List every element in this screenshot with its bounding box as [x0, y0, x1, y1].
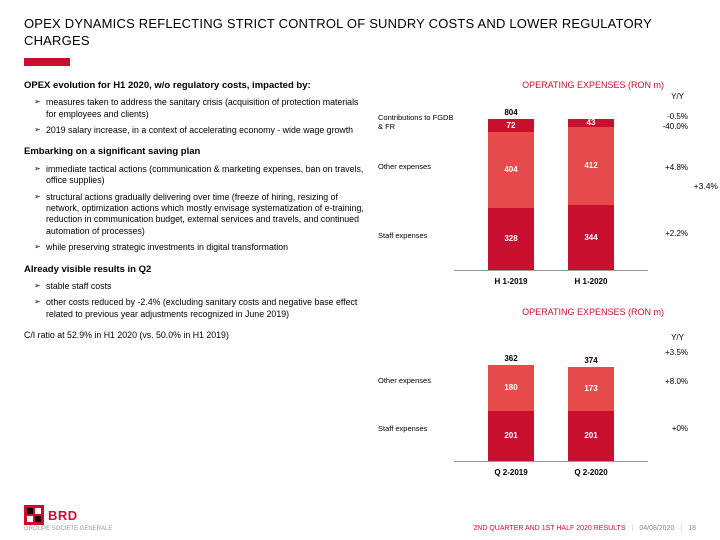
chart2-bars: 362 180 201 Q 2-2019 374 173 201 Q 2-202… — [454, 344, 648, 462]
yoy-value: +8.0% — [648, 360, 688, 404]
chart2-title: OPERATING EXPENSES (RON m) — [378, 307, 688, 317]
divider: | — [680, 525, 682, 532]
row-label: Staff expenses — [378, 404, 454, 454]
bar-xlabel: H 1-2019 — [495, 277, 528, 286]
list-item: other costs reduced by -2.4% (excluding … — [34, 297, 364, 320]
logo-area: BRD GROUPE SOCIETE GENERALE — [24, 505, 112, 532]
footer-right: 2ND QUARTER AND 1ST HALF 2020 RESULTS | … — [473, 525, 696, 532]
bar-h1-2020: 43 412 344 H 1-2020 — [568, 117, 614, 270]
yoy-value: +3.5% — [648, 346, 688, 360]
bar-h1-2019: 804 72 404 328 H 1-2019 — [488, 108, 534, 270]
bar-total: 362 — [504, 354, 517, 363]
brd-logo: BRD — [24, 505, 112, 525]
seg: 412 — [568, 127, 614, 205]
logo-icon — [24, 505, 44, 525]
yoy-value: +4.8% — [648, 133, 688, 203]
section3-list: stable staff costs other costs reduced b… — [24, 281, 364, 320]
chart2: Other expenses Staff expenses 362 180 20… — [378, 344, 688, 462]
row-label: Staff expenses — [378, 205, 454, 267]
chart1-title: OPERATING EXPENSES (RON m) — [378, 80, 688, 90]
bar-q2-2020: 374 173 201 Q 2-2020 — [568, 356, 614, 461]
list-item: structural actions gradually delivering … — [34, 192, 364, 238]
bar-xlabel: Q 2-2020 — [574, 468, 607, 477]
chart2-yoy: +3.5% +8.0% +0% — [648, 344, 688, 462]
page-title: OPEX DYNAMICS REFLECTING STRICT CONTROL … — [24, 16, 696, 50]
logo-text: BRD — [48, 508, 78, 523]
ci-ratio-note: C/I ratio at 52.9% in H1 2020 (vs. 50.0%… — [24, 330, 364, 340]
chart2-row-labels: Other expenses Staff expenses — [378, 344, 454, 462]
bar-total: 374 — [584, 356, 597, 365]
slide: OPEX DYNAMICS REFLECTING STRICT CONTROL … — [0, 0, 720, 540]
seg: 43 — [568, 119, 614, 127]
accent-bar — [24, 58, 70, 66]
chart1-bars: 804 72 404 328 H 1-2019 43 412 344 H 1-2… — [454, 103, 648, 271]
list-item: immediate tactical actions (communicatio… — [34, 164, 364, 187]
seg: 344 — [568, 205, 614, 270]
list-item: measures taken to address the sanitary c… — [34, 97, 364, 120]
seg: 201 — [568, 411, 614, 461]
list-item: while preserving strategic investments i… — [34, 242, 364, 253]
bar-xlabel: H 1-2020 — [575, 277, 608, 286]
yoy-value: +0% — [648, 404, 688, 454]
columns: OPEX evolution for H1 2020, w/o regulato… — [24, 80, 696, 474]
row-label: Contributions to FGDB & FR — [378, 115, 454, 129]
section1-list: measures taken to address the sanitary c… — [24, 97, 364, 136]
seg: 72 — [488, 119, 534, 132]
right-column: OPERATING EXPENSES (RON m) Y/Y Contribut… — [378, 80, 688, 474]
chart1-yoy: -0.5% -40.0% +4.8% +2.2% — [648, 103, 688, 271]
row-label: Other expenses — [378, 129, 454, 205]
section3-heading: Already visible results in Q2 — [24, 264, 364, 276]
chart1-row-labels: Contributions to FGDB & FR Other expense… — [378, 103, 454, 271]
chart1-overall-yoy: +3.4% — [694, 181, 718, 191]
footer-date: 04/08/2020 — [639, 525, 674, 532]
yoy-value: +2.2% — [648, 203, 688, 265]
bar-xlabel: Q 2-2019 — [494, 468, 527, 477]
chart1-yy: Y/Y — [378, 92, 688, 101]
seg: 328 — [488, 208, 534, 270]
chart1: Contributions to FGDB & FR Other expense… — [378, 103, 688, 271]
section2-list: immediate tactical actions (communicatio… — [24, 164, 364, 254]
yoy-value: -0.5% — [648, 113, 688, 121]
section2-heading: Embarking on a significant saving plan — [24, 146, 364, 158]
seg: 180 — [488, 365, 534, 411]
logo-subtitle: GROUPE SOCIETE GENERALE — [24, 526, 112, 532]
bar-q2-2019: 362 180 201 Q 2-2019 — [488, 354, 534, 461]
left-column: OPEX evolution for H1 2020, w/o regulato… — [24, 80, 364, 474]
seg: 173 — [568, 367, 614, 411]
section1-heading: OPEX evolution for H1 2020, w/o regulato… — [24, 80, 364, 92]
list-item: 2019 salary increase, in a context of ac… — [34, 125, 364, 136]
yoy-value: -40.0% — [648, 121, 688, 133]
seg: 404 — [488, 132, 534, 208]
footer-doc-title: 2ND QUARTER AND 1ST HALF 2020 RESULTS — [473, 525, 625, 532]
list-item: stable staff costs — [34, 281, 364, 292]
bar-total: 804 — [504, 108, 517, 117]
footer-page: 18 — [688, 525, 696, 532]
divider: | — [632, 525, 634, 532]
seg: 201 — [488, 411, 534, 461]
footer: BRD GROUPE SOCIETE GENERALE 2ND QUARTER … — [24, 505, 696, 532]
row-label: Other expenses — [378, 358, 454, 404]
chart2-yy: Y/Y — [378, 333, 688, 342]
